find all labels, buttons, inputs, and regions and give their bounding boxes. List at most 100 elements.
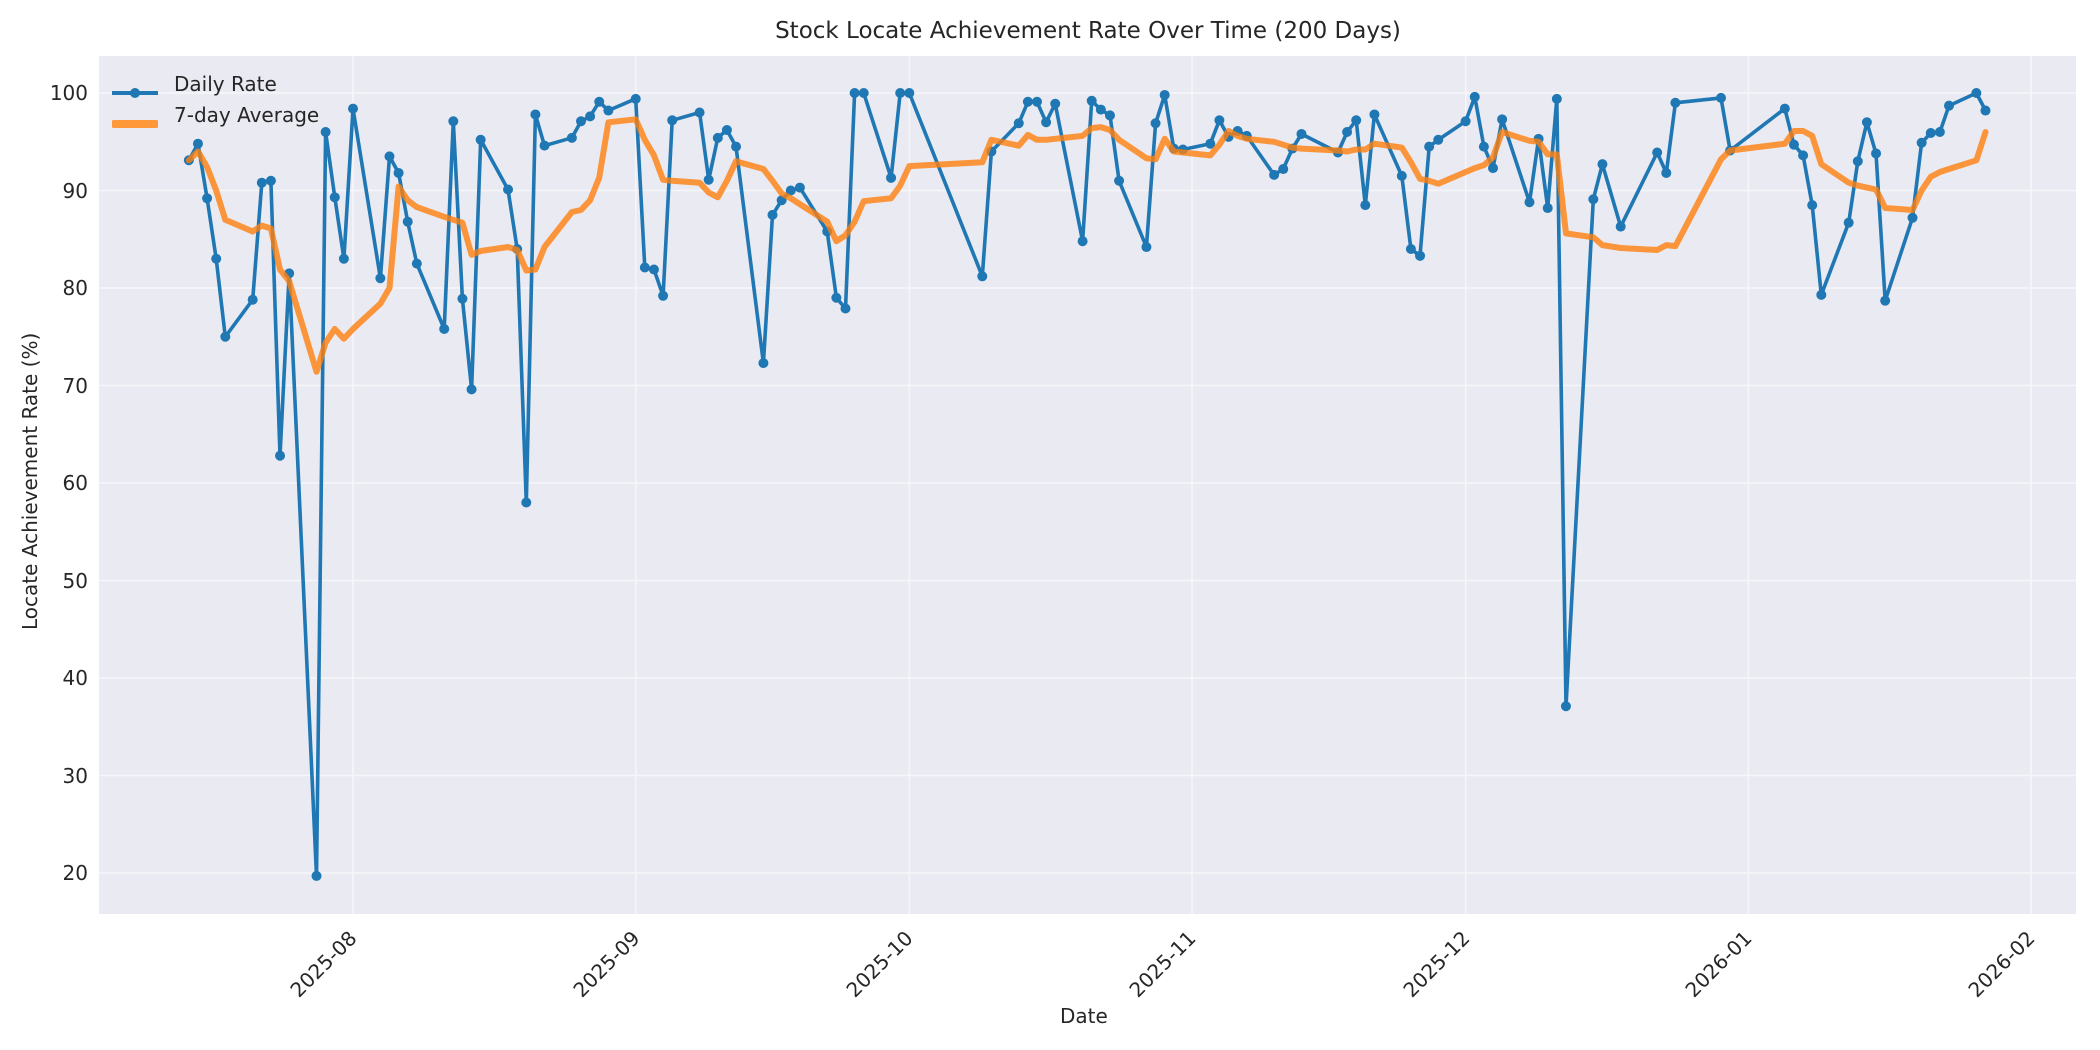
line-icon: [110, 110, 160, 128]
daily-rate-point: [658, 290, 669, 301]
daily-rate-point: [712, 132, 723, 143]
daily-rate-point: [475, 134, 486, 145]
daily-rate-point: [439, 323, 450, 334]
daily-rate-point: [1551, 93, 1562, 104]
daily-rate-point: [1807, 200, 1818, 211]
daily-rate-point: [1022, 96, 1033, 107]
daily-rate-point: [411, 258, 422, 269]
daily-rate-point: [1916, 137, 1927, 148]
daily-rate-point: [338, 253, 349, 264]
legend-label: 7-day Average: [174, 102, 320, 127]
daily-rate-point: [402, 216, 413, 227]
daily-rate-point: [1670, 97, 1681, 108]
daily-rate-point: [521, 497, 532, 508]
x-axis-label: Date: [1060, 1004, 1108, 1028]
daily-rate-point: [1159, 89, 1170, 100]
y-tick-label: 70: [62, 373, 88, 398]
daily-rate-point: [1652, 147, 1663, 158]
daily-rate-point: [1469, 91, 1480, 102]
series-layer: [183, 88, 1991, 881]
legend-item-daily-rate: Daily Rate: [112, 68, 319, 99]
daily-rate-point: [1497, 114, 1508, 125]
daily-rate-point: [603, 105, 614, 116]
daily-rate-point: [1104, 110, 1115, 121]
daily-rate-point: [1615, 221, 1626, 232]
daily-rate-point: [1050, 98, 1061, 109]
daily-rate-point: [1907, 212, 1918, 223]
daily-rate-point: [785, 185, 796, 196]
daily-rate-point: [1925, 127, 1936, 138]
daily-rate-point: [1716, 92, 1726, 103]
daily-rate-point: [1524, 197, 1535, 208]
daily-rate-point: [1269, 169, 1280, 180]
daily-rate-point: [721, 125, 732, 136]
daily-rate-point: [1588, 194, 1599, 205]
daily-rate-point: [1342, 127, 1353, 137]
daily-rate-point: [1661, 167, 1672, 178]
daily-rate-point: [831, 292, 842, 303]
daily-rate-point: [840, 303, 851, 314]
daily-rate-point: [1150, 118, 1161, 129]
daily-rate-point: [329, 192, 340, 203]
daily-rate-point: [1852, 156, 1863, 167]
y-tick-label: 100: [49, 81, 88, 105]
daily-rate-point: [1214, 115, 1225, 126]
daily-rate-point: [1296, 128, 1307, 139]
daily-rate-point: [1032, 96, 1042, 107]
daily-rate-point: [530, 109, 541, 120]
daily-rate-point: [794, 182, 805, 193]
daily-rate-point: [1369, 109, 1380, 120]
daily-rate-point: [1816, 289, 1827, 300]
daily-rate-point: [1141, 242, 1152, 253]
daily-rate-point: [1971, 88, 1982, 98]
daily-rate-point: [265, 175, 276, 186]
daily-rate-point: [1980, 105, 1991, 116]
y-tick-label: 20: [62, 861, 88, 885]
daily-rate-point: [275, 450, 286, 461]
daily-rate-point: [220, 331, 231, 342]
daily-rate-point: [1396, 170, 1407, 181]
daily-rate-point: [466, 384, 477, 395]
daily-rate-point: [375, 273, 386, 284]
daily-rate-point: [1351, 115, 1362, 126]
daily-rate-point: [1424, 141, 1435, 152]
daily-rate-point: [384, 151, 395, 162]
daily-rate-point: [585, 111, 596, 122]
daily-rate-point: [1086, 95, 1097, 106]
daily-rate-point: [1779, 103, 1790, 114]
daily-rate-point: [630, 93, 641, 104]
chart-title: Stock Locate Achievement Rate Over Time …: [775, 18, 1401, 44]
daily-rate-point: [703, 174, 714, 185]
daily-rate-point: [457, 293, 468, 304]
daily-rate-point: [1041, 117, 1052, 128]
daily-rate-point: [211, 253, 222, 264]
y-tick-label: 40: [62, 666, 88, 690]
daily-rate-point: [393, 167, 404, 178]
daily-rate-point: [758, 358, 769, 369]
daily-rate-point: [503, 184, 514, 195]
seven-day-average-line: [185, 116, 1989, 375]
daily-rate-point: [1460, 116, 1471, 127]
daily-rate-point: [1205, 138, 1216, 149]
daily-rate-point: [1360, 200, 1371, 211]
daily-rate-point: [1488, 163, 1498, 174]
y-tick-label: 80: [62, 276, 88, 300]
daily-rate-point: [1944, 100, 1954, 111]
daily-rate-point: [1880, 295, 1891, 306]
daily-rate-point: [1861, 117, 1872, 128]
daily-rate-point: [639, 262, 650, 273]
y-tick-label: 30: [62, 763, 88, 788]
daily-rate-point: [1013, 118, 1024, 129]
y-tick-label: 50: [62, 568, 88, 593]
daily-rate-point: [1560, 701, 1571, 712]
y-tick-label: 60: [62, 471, 88, 495]
daily-rate-point: [348, 103, 358, 114]
daily-rate-point: [977, 271, 988, 282]
daily-rate-point: [192, 138, 203, 149]
daily-rate-point: [1542, 203, 1553, 214]
daily-rate-point: [886, 172, 897, 183]
daily-rate-point: [576, 116, 586, 127]
legend-label: Daily Rate: [174, 71, 277, 96]
daily-rate-point: [1934, 127, 1945, 137]
